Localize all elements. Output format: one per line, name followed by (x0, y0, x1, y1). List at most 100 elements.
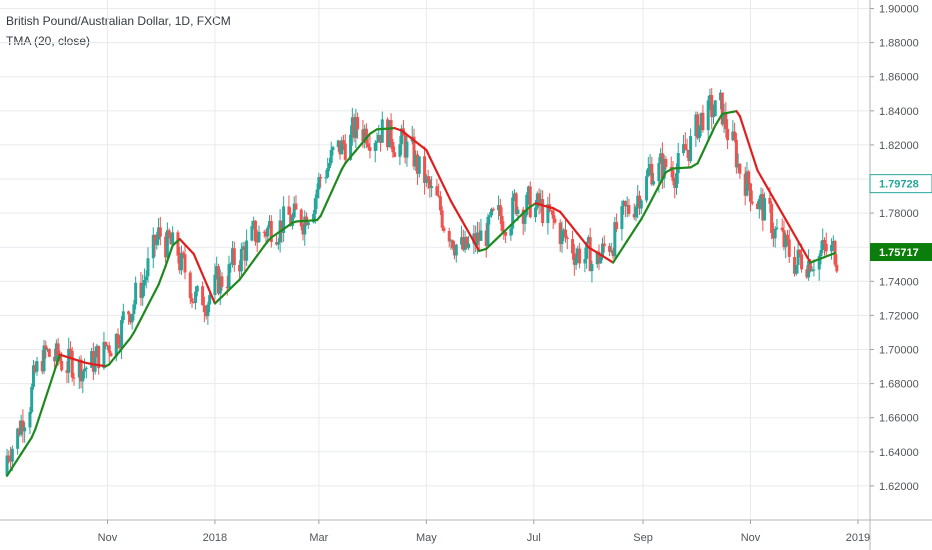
candle-body (613, 222, 617, 257)
candle-body (682, 144, 686, 154)
candle-body (426, 176, 430, 180)
candle-body (525, 194, 529, 216)
candle-body (90, 351, 94, 368)
candle-body (516, 209, 520, 214)
candle-body (599, 257, 603, 264)
candle-body (597, 251, 601, 264)
candle-body (107, 345, 111, 353)
candle-body (389, 120, 393, 142)
tma-segment (206, 285, 217, 305)
candle-body (454, 244, 458, 256)
candle-body (699, 112, 703, 126)
tma-segment (30, 428, 37, 439)
candle-body (623, 201, 627, 207)
candle-body (602, 243, 606, 247)
candle-body (65, 370, 69, 373)
candle-body (674, 173, 678, 188)
candle-body (627, 205, 631, 214)
candle-body (201, 286, 205, 306)
candle-body (313, 198, 317, 214)
candle-body (412, 136, 416, 167)
tma-segment (798, 243, 808, 258)
candle-body (787, 239, 791, 257)
tma-segment (590, 248, 601, 255)
candle-body (465, 237, 469, 248)
candle-body (773, 228, 777, 239)
candle-body (165, 230, 169, 258)
candle-body (329, 150, 333, 164)
candle-body (560, 230, 564, 245)
candle-body (497, 205, 501, 211)
candle-body (632, 213, 636, 218)
candle-body (512, 193, 516, 198)
candle-body (227, 264, 231, 289)
x-tick-label: Jul (527, 532, 541, 544)
tma-segment (738, 115, 749, 140)
candle-body (42, 345, 46, 372)
tma-segment (44, 385, 51, 399)
tma-segment (527, 202, 537, 210)
candle-body (460, 237, 464, 245)
tma-segment (650, 184, 660, 201)
y-tick-label: 1.82000 (879, 140, 919, 152)
candle-body (190, 298, 194, 302)
candle-body (625, 205, 629, 207)
candle-body (35, 361, 39, 372)
candle-body (583, 258, 587, 264)
tma-segment (467, 231, 477, 246)
tma-segment (823, 253, 833, 259)
candle-body (252, 220, 256, 227)
tma-segment (153, 283, 160, 293)
candle-body (275, 242, 279, 245)
tma-segment (139, 310, 146, 320)
candle-body (127, 311, 131, 315)
candle-body (710, 95, 714, 118)
candle-body (615, 222, 619, 229)
tma-segment (502, 223, 512, 233)
candle-body (590, 264, 594, 272)
tma-segment (781, 212, 787, 221)
candle-body (763, 197, 767, 221)
candle-body (167, 230, 171, 237)
candle-body (403, 135, 407, 158)
x-tick-label: Mar (309, 532, 328, 544)
tma-segment (220, 288, 231, 298)
candle-body (535, 193, 539, 208)
tma-segment (707, 132, 713, 142)
candle-body (350, 117, 354, 135)
candle-body (46, 349, 50, 351)
tma-segment (344, 153, 354, 165)
candle-body (551, 210, 555, 219)
candle-body (511, 197, 515, 229)
candle-body (650, 164, 654, 185)
candle-body (317, 176, 321, 190)
candle-body (761, 194, 765, 221)
candle-body (486, 216, 490, 247)
tma-segment (710, 124, 717, 135)
candle-body (266, 227, 270, 237)
tma-segment (164, 254, 171, 268)
tma-segment (326, 191, 333, 202)
candle-body (484, 230, 488, 247)
candle-body (743, 173, 747, 196)
candle-body (97, 345, 101, 369)
tma-segment (664, 167, 675, 174)
candle-body (179, 252, 183, 271)
candle-body (673, 180, 677, 188)
tma-segment (661, 171, 668, 181)
candle-body (239, 248, 243, 272)
candle-body (204, 312, 208, 317)
candle-body (586, 237, 590, 243)
candle-body (504, 231, 508, 236)
candle-body (620, 206, 624, 229)
tma-segment (245, 259, 255, 272)
candle-body (664, 159, 668, 168)
candle-body (142, 280, 146, 286)
candle-body (608, 246, 612, 252)
candlesticks (5, 88, 839, 478)
y-tick-label: 1.68000 (879, 379, 919, 391)
tma-segment (714, 112, 724, 127)
tma-segment (478, 247, 488, 253)
candle-body (609, 250, 613, 252)
